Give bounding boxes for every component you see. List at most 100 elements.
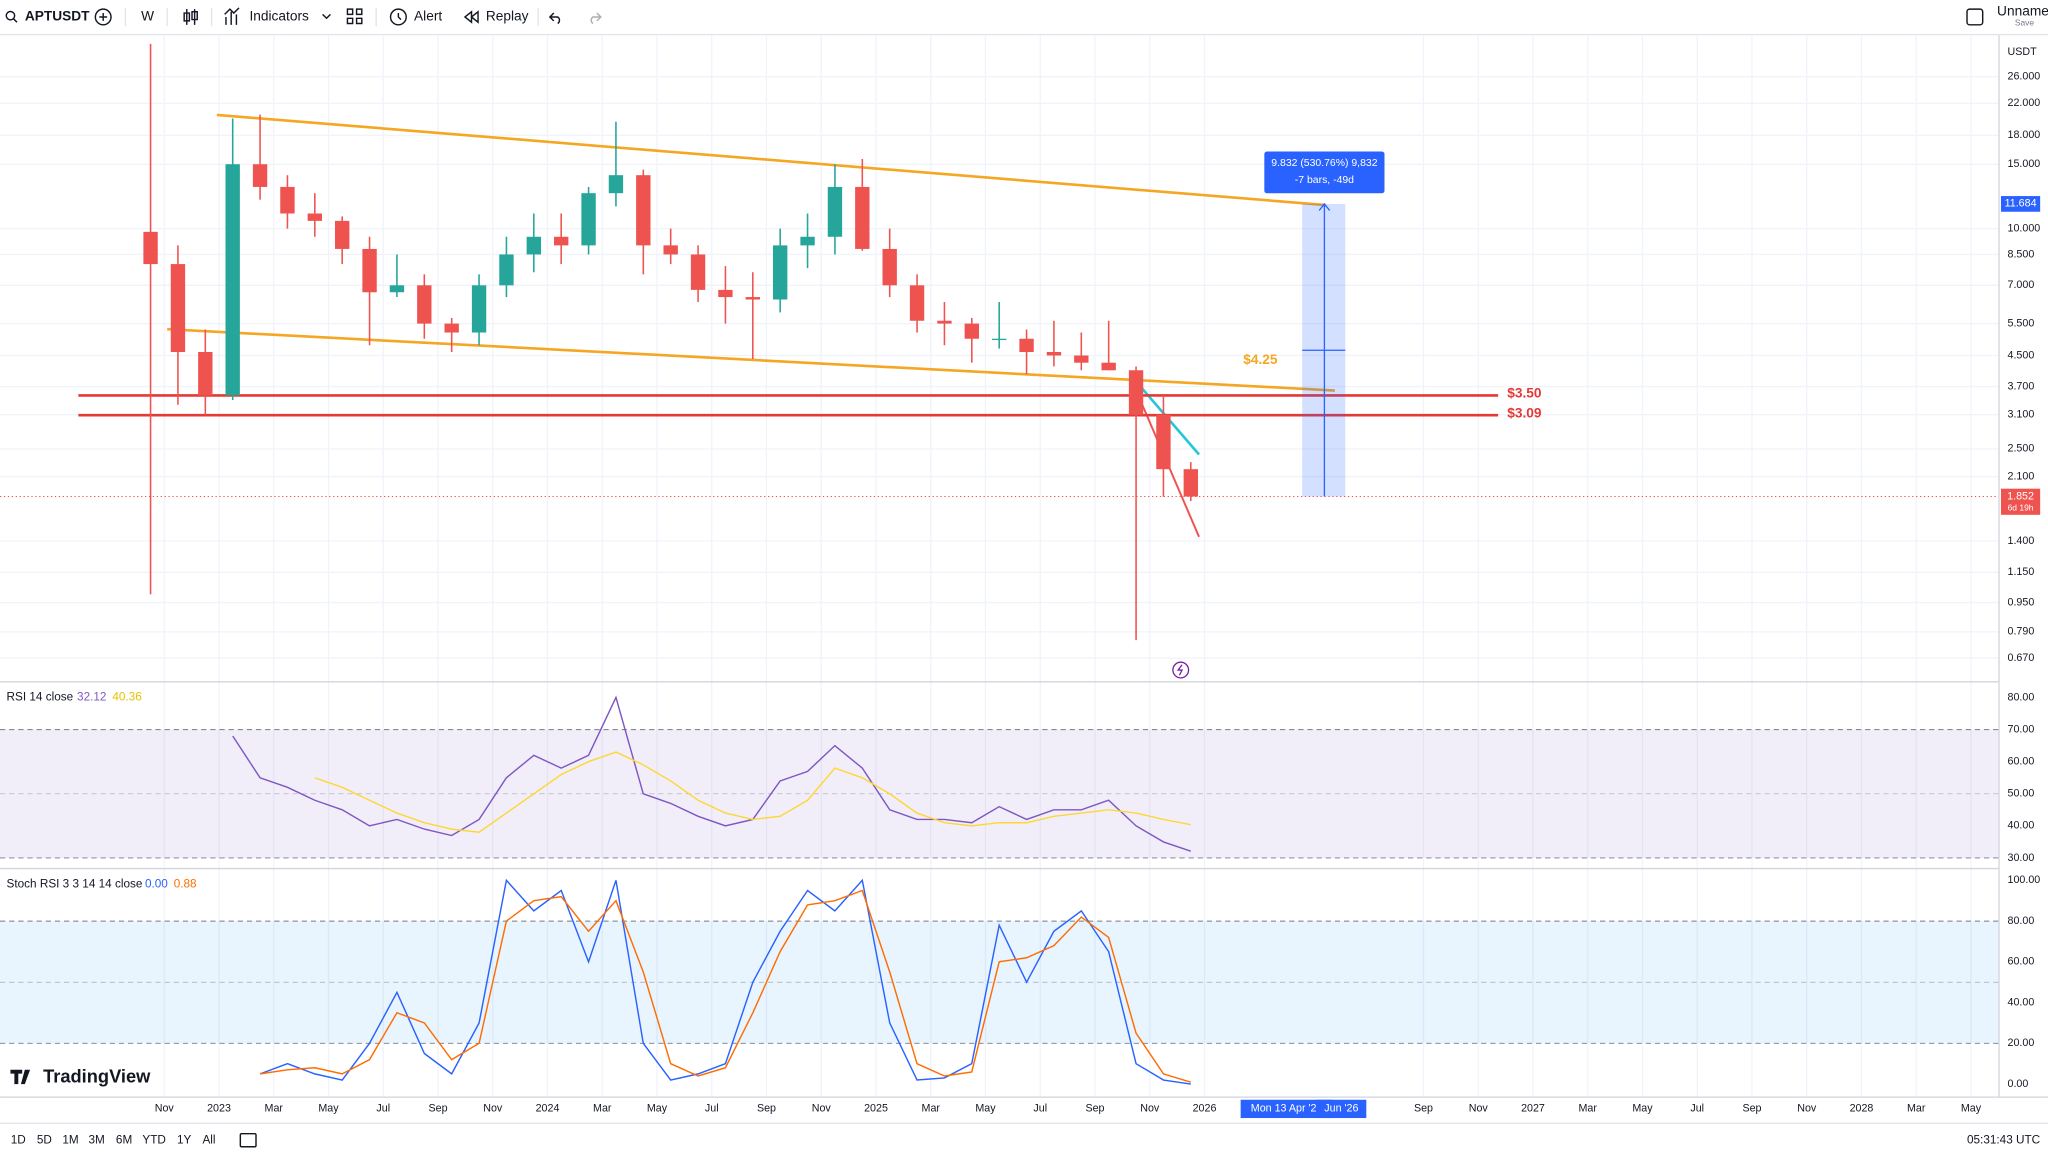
candle-body [1128,370,1144,415]
candle-body [827,186,843,237]
indicators-icon[interactable] [224,7,240,25]
target-tag-label: 11.684 [2005,198,2037,210]
x-tick-label: Nov [155,1103,175,1115]
rsi-ma-value: 40.36 [112,691,142,704]
x-tick-label: Jul [705,1103,719,1115]
y-tick-label: 4.500 [2008,349,2035,361]
x-tick-label: Jul [1033,1103,1047,1115]
indicator-bands [0,729,1999,1044]
alert-icon[interactable] [389,8,407,26]
candle-body [964,323,979,339]
stoch-y-tick-label: 80.00 [2008,915,2035,927]
clock: 05:31:43 UTC [1967,1133,2041,1146]
indicators-dropdown[interactable] [322,13,331,20]
candle-body [554,236,569,246]
x-highlight-label: Jun '26 [1324,1103,1358,1115]
logo-mark [10,1069,31,1085]
footer: 05:31:43 UTC 1D 5D 1M 3M 6M YTD 1Y All [11,1132,2041,1148]
candle-body [444,323,459,333]
range-button[interactable]: All [202,1133,215,1146]
stoch-title: Stoch RSI 3 3 14 14 close [7,877,143,890]
measure-label: 9.832 (530.76%) 9,832 [1271,158,1377,169]
x-tick-label: Nov [1469,1103,1489,1115]
y-tick-label: 2.500 [2008,443,2035,455]
rsi-y-tick-label: 80.00 [2008,691,2035,703]
candle-body [992,338,1007,341]
candle-body [198,351,213,396]
replay-button[interactable]: Replay [486,9,529,24]
rsi-y-tick-label: 30.00 [2008,852,2035,864]
templates-icon[interactable] [346,8,363,25]
candle-body [335,220,350,249]
candle-body [1019,338,1034,352]
alert-button[interactable]: Alert [414,9,442,24]
save-button[interactable]: Save [2015,18,2035,28]
chart-type-icon[interactable] [183,9,198,25]
candle-body [1101,362,1116,371]
x-tick-label: May [647,1103,668,1115]
layout-icon[interactable] [1966,8,1984,26]
candle-body [608,175,624,194]
candle-body [526,236,541,255]
grid [0,35,1999,1098]
candle-body [745,297,760,300]
x-tick-label: 2028 [1850,1103,1874,1115]
stoch-y-tick-label: 100.00 [2008,874,2041,886]
date-range-icon[interactable] [239,1132,257,1148]
symbol[interactable]: APTUSDT [25,9,90,24]
range-button[interactable]: 1Y [177,1133,192,1146]
alert-icon-hands [397,13,402,21]
redo-button[interactable] [590,12,602,25]
logo: TradingView [10,1065,151,1086]
x-tick-label: May [1961,1103,1982,1115]
axes: Nov 2023 Mar May Jul Sep Nov 2024 Mar May Jul Sep No… [155,71,2041,1119]
event-icon[interactable] [1172,661,1190,679]
interval[interactable]: W [141,9,154,24]
y-tick-label: 0.950 [2008,596,2035,608]
layout-name[interactable]: Unnamed [1997,3,2048,18]
y-tick-label: 1.150 [2008,566,2035,578]
compare-icon[interactable] [94,8,112,26]
candle-body [225,164,240,396]
candle-body [1156,414,1171,470]
replay-icon[interactable] [463,10,479,24]
currency[interactable]: USDT [2008,46,2038,58]
candle-body [636,175,651,246]
x-highlight-label: Mon 13 Apr '26 [1251,1103,1323,1115]
x-tick-label: Sep [1414,1103,1433,1115]
x-tick-label: Mar [1579,1103,1598,1115]
upper-trend-line[interactable] [216,113,1326,207]
indicators-button[interactable]: Indicators [249,9,309,24]
undo-button[interactable] [548,12,561,25]
rsi-line [232,695,1192,852]
candle-body [855,186,870,249]
candle-body [663,245,678,255]
x-tick-label: Mar [593,1103,612,1115]
search-icon[interactable] [5,10,16,21]
toolbar: APTUSDT W Indicators Alert Replay Unname… [0,3,2048,36]
rsi-y-tick-label: 50.00 [2008,788,2035,800]
candle-body [471,285,487,333]
level-label: $3.50 [1507,386,1542,401]
range-button[interactable]: 5D [37,1133,52,1146]
y-tick-label: 22.000 [2008,97,2041,109]
range-button[interactable]: 3M [88,1133,104,1146]
x-tick-label: Jul [1690,1103,1704,1115]
price-annotation: $4.25 [1243,352,1278,367]
candle-body [417,285,432,324]
y-tick-label: 18.000 [2008,129,2041,141]
stoch-d-value: 0.88 [174,877,197,890]
range-button[interactable]: 1D [11,1133,26,1146]
stoch-y-tick-label: 20.00 [2008,1037,2035,1049]
candle-body [909,285,925,321]
range-button[interactable]: YTD [142,1133,166,1146]
x-tick-label: 2025 [864,1103,888,1115]
candle-body [252,164,268,187]
measure-label: -7 bars, -49d [1295,175,1354,186]
x-tick-label: Mar [922,1103,941,1115]
range-button[interactable]: 6M [116,1133,132,1146]
stoch-y-tick-label: 60.00 [2008,956,2035,968]
x-tick-label: May [318,1103,339,1115]
range-button[interactable]: 1M [62,1133,78,1146]
